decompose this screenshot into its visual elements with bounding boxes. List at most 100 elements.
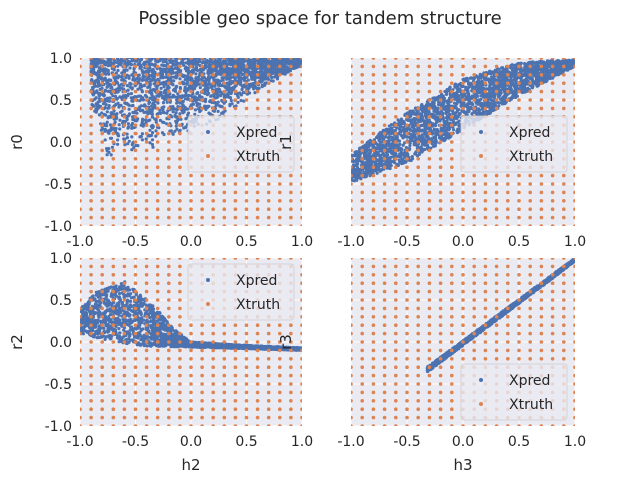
xpred-point (95, 54, 98, 57)
xpred-point (236, 62, 240, 66)
xpred-point (154, 134, 158, 138)
xtruth-point (144, 224, 149, 226)
xtruth-point (122, 224, 127, 226)
xtruth-point (211, 106, 215, 111)
xpred-point (216, 62, 221, 66)
xtruth-point (144, 140, 149, 144)
xtruth-point (178, 190, 182, 195)
xtruth-point (222, 58, 227, 60)
xpred-point (185, 97, 190, 101)
xtruth-point (89, 182, 93, 186)
xpred-point (293, 54, 296, 57)
xpred-point (107, 84, 111, 88)
xpred-point (183, 89, 187, 93)
xtruth-point (133, 190, 138, 195)
xpred-point (148, 96, 152, 100)
xpred-point (468, 101, 472, 106)
xtruth-point (178, 98, 182, 102)
xpred-point (164, 70, 168, 74)
xpred-point (190, 78, 194, 82)
y-tick-label: 1.0 (50, 51, 72, 67)
xpred-point (151, 145, 155, 149)
xpred-point (162, 85, 166, 89)
xtruth-point (80, 73, 82, 77)
xpred-point (292, 55, 295, 58)
xtruth-point (266, 215, 271, 220)
xpred-point (273, 70, 277, 75)
xtruth-point (278, 215, 282, 220)
xtruth-point (178, 165, 182, 169)
xpred-point (212, 76, 216, 80)
xpred-point (292, 54, 295, 57)
xpred-point (194, 72, 198, 76)
xpred-point (230, 90, 234, 94)
xpred-point (150, 123, 155, 127)
xpred-point (126, 122, 130, 126)
xpred-point (174, 124, 178, 128)
xpred-point (140, 68, 144, 73)
xpred-point (109, 89, 113, 94)
xtruth-point (278, 81, 282, 85)
xpred-point (287, 54, 290, 57)
xpred-point (298, 55, 301, 58)
xpred-point (452, 101, 457, 105)
xpred-point (205, 58, 208, 59)
xtruth-point (233, 173, 238, 178)
xtruth-point (289, 89, 293, 94)
xpred-point (109, 86, 113, 90)
xtruth-point (266, 89, 271, 94)
xpred-point (100, 59, 104, 63)
xpred-point (241, 54, 244, 57)
xpred-point (141, 71, 145, 75)
xtruth-point (111, 123, 116, 127)
xtruth-point (89, 224, 93, 226)
xpred-point (252, 77, 256, 81)
xpred-point (140, 119, 145, 123)
xtruth-point (178, 140, 182, 144)
xpred-point (135, 118, 139, 122)
xpred-point (278, 54, 281, 57)
xpred-point (204, 61, 209, 65)
xpred-point (129, 92, 133, 96)
xpred-point (96, 55, 99, 58)
xpred-point (216, 54, 219, 57)
xpred-point (279, 55, 282, 58)
xpred-point (172, 79, 176, 83)
xpred-point (198, 67, 203, 71)
xtruth-point (300, 123, 302, 127)
xtruth-point (122, 98, 127, 102)
xtruth-point (89, 199, 93, 203)
xpred-point (110, 111, 114, 115)
xpred-point (359, 177, 363, 181)
xpred-point (229, 63, 233, 67)
xpred-point (119, 86, 123, 90)
xpred-point (195, 91, 199, 96)
figure-title: Possible geo space for tandem structure (138, 8, 502, 29)
xpred-point (97, 113, 101, 117)
xpred-point (182, 74, 187, 78)
xtruth-point (200, 64, 204, 69)
xpred-point (216, 71, 220, 75)
xpred-point (262, 58, 266, 61)
xpred-point (171, 82, 175, 86)
xpred-point (284, 55, 287, 58)
xtruth-point (178, 123, 182, 127)
xtruth-point (167, 207, 171, 211)
x-tick-label: -1.0 (66, 234, 93, 250)
xtruth-point (300, 106, 302, 111)
xtruth-point (178, 215, 182, 220)
xtruth-point (80, 148, 82, 153)
xtruth-point (266, 190, 271, 195)
xpred-point (253, 84, 257, 88)
xtruth-point (133, 89, 138, 94)
xpred-point (547, 65, 551, 69)
xpred-point (228, 68, 232, 72)
xtruth-point (167, 98, 171, 102)
xpred-point (116, 86, 121, 90)
xpred-point (212, 101, 217, 105)
xtruth-point (133, 157, 138, 161)
xpred-point (268, 62, 272, 66)
xpred-point (197, 55, 200, 58)
xtruth-point (255, 207, 260, 211)
xpred-point (170, 70, 174, 74)
